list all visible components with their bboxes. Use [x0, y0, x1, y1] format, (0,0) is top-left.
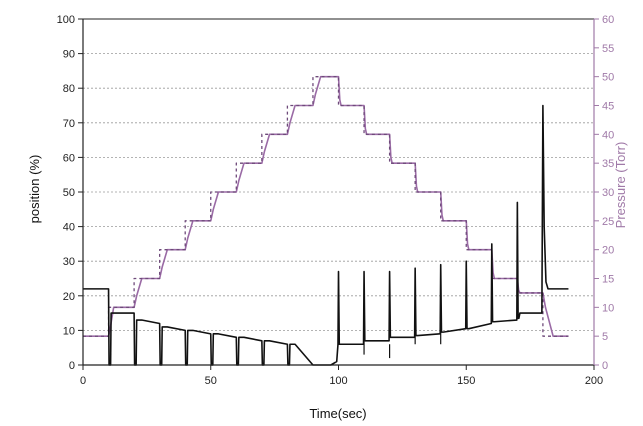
y2-tick-label: 30: [602, 187, 614, 199]
y2-tick-label: 5: [602, 331, 608, 343]
y2-tick-label: 0: [602, 360, 608, 372]
y-tick-label: 10: [63, 325, 75, 337]
y-tick-label: 50: [63, 187, 75, 199]
y-tick-label: 90: [63, 49, 75, 61]
y2-tick-label: 60: [602, 14, 614, 26]
y2-tick-label: 35: [602, 158, 614, 170]
grid-lines: [83, 53, 594, 331]
y2-tick-label: 20: [602, 245, 614, 257]
x-axis-title: Time(sec): [309, 406, 366, 421]
y-tick-label: 40: [63, 222, 75, 234]
x-tick-label: 0: [80, 375, 86, 387]
y2-tick-label: 50: [602, 72, 614, 84]
y-tick-label: 80: [63, 83, 75, 95]
y-tick-label: 0: [69, 360, 75, 372]
y-axis-title: position (%): [27, 155, 42, 224]
tick-labels: 0 10 20 30 40 50 60 70 80 90 100 0 5 10 15 20 25 30 35 40 45…: [57, 14, 615, 387]
y2-tick-label: 25: [602, 216, 614, 228]
y2-tick-label: 40: [602, 129, 614, 141]
y2-tick-label: 45: [602, 101, 614, 113]
pressure-measured-line: [83, 75, 569, 337]
position-line: [83, 104, 569, 366]
axes: [78, 18, 599, 370]
y-tick-label: 20: [63, 291, 75, 303]
x-tick-label: 150: [457, 375, 475, 387]
y-tick-label: 30: [63, 256, 75, 268]
x-tick-label: 200: [585, 375, 603, 387]
pressure-setpoint-line: [83, 76, 569, 337]
series-layer: [83, 75, 569, 366]
x-tick-label: 100: [329, 375, 347, 387]
y-tick-label: 70: [63, 118, 75, 130]
y-tick-label: 100: [57, 14, 75, 26]
y2-tick-label: 15: [602, 274, 614, 286]
x-tick-label: 50: [205, 375, 217, 387]
y2-tick-label: 55: [602, 43, 614, 55]
y-tick-label: 60: [63, 152, 75, 164]
y2-axis-title: Pressure (Torr): [613, 142, 628, 229]
y2-tick-label: 10: [602, 302, 614, 314]
